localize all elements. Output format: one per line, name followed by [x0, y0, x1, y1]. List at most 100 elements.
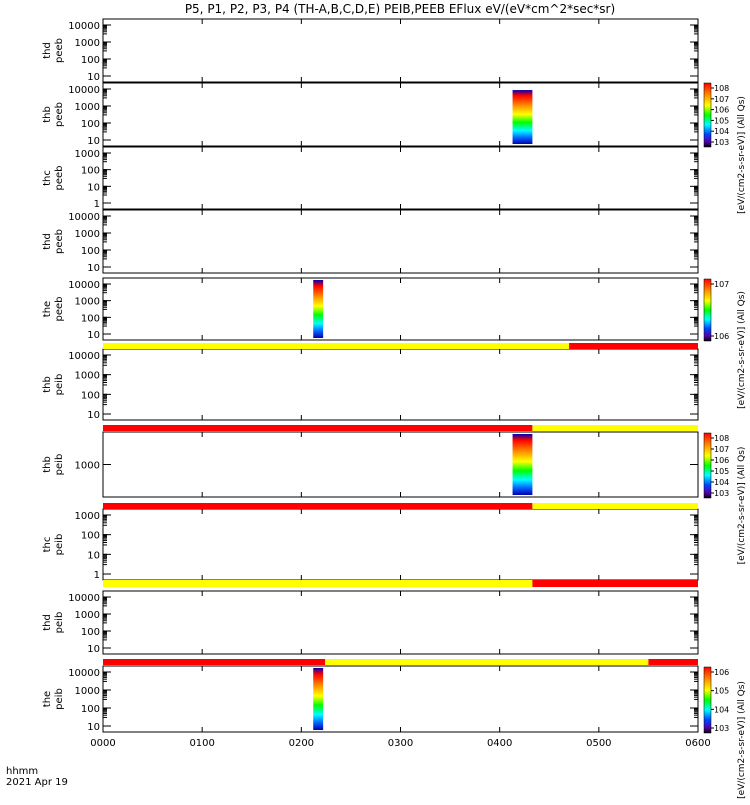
panel-6: 1000 thbpeib	[42, 431, 699, 498]
colorbar-tick-label: 107	[714, 445, 729, 454]
colorbar-tick-label: 103	[714, 489, 729, 498]
y-axis-label: thdpeeb	[42, 229, 65, 254]
y-axis-label: thdpeeb	[42, 38, 65, 63]
y-tick-label: 1000	[75, 102, 100, 113]
spectrogram-block	[512, 90, 533, 144]
colorbar-tick-label: 105	[714, 116, 729, 125]
colorbar-label: [eV/(cm2-s-sr-eV)] (All Qs)	[737, 291, 747, 409]
y-tick-label: 100	[81, 704, 100, 715]
y-axis-label: thcpeib	[42, 534, 65, 556]
y-axis-label: thcpeeb	[42, 166, 65, 191]
x-tick-label: 0400	[487, 738, 512, 749]
mode-bar-segment	[532, 580, 698, 587]
y-tick-label: 1000	[75, 297, 100, 308]
panel-2: 1000 100 10 1 thcpeeb	[42, 146, 699, 210]
panel-frame	[102, 431, 699, 498]
mode-bar-segment	[648, 659, 698, 665]
mode-bar-segment	[325, 659, 649, 665]
y-tick-label: 10	[87, 410, 100, 421]
panel-frame	[102, 277, 699, 341]
y-tick-label: 10000	[68, 593, 100, 604]
y-tick-label: 10	[87, 182, 100, 193]
y-tick-label: 10	[87, 263, 100, 274]
y-tick-label: 1000	[75, 149, 100, 160]
y-tick-label: 10	[87, 330, 100, 341]
colorbar-tick-label: 107	[714, 95, 729, 104]
colorbar-tick-label: 104	[714, 127, 729, 136]
colorbar-tick-label: 103	[714, 138, 729, 147]
panel-frame	[102, 146, 699, 210]
y-tick-label: 100	[81, 55, 100, 66]
colorbar-label: [eV/(cm2-s-sr-eV)] (All Qs)	[737, 96, 747, 214]
panel-frame	[102, 508, 699, 581]
y-tick-label: 10	[87, 72, 100, 83]
x-tick-label: 0600	[685, 738, 710, 749]
colorbar-label: [eV/(cm2-s-sr-eV)] (All Qs)	[737, 681, 747, 799]
panel-8: 10000 1000 100 10 thdpeib	[42, 590, 699, 655]
spectrogram-block	[313, 668, 324, 730]
y-tick-label: 100	[81, 246, 100, 257]
y-tick-label: 10000	[68, 21, 100, 32]
panel-0: 10000 1000 100 10 thdpeeb	[42, 18, 699, 83]
y-tick-label: 100	[81, 313, 100, 324]
y-axis-label: thepeib	[42, 688, 65, 710]
y-axis-label: thbpeib	[42, 454, 65, 476]
x-tick-label: 0300	[388, 738, 413, 749]
colorbar-tick-label: 107	[714, 280, 729, 289]
panel-frame	[102, 209, 699, 274]
y-axis-label: thbpeeb	[42, 102, 65, 127]
panel-3: 10000 1000 100 10 thdpeeb	[42, 209, 699, 274]
y-tick-label: 10000	[68, 85, 100, 96]
mode-bar-segment	[532, 503, 698, 509]
colorbar-tick-label: 106	[714, 668, 729, 677]
colorbar-0	[703, 82, 712, 148]
panel-5: 10000 1000 100 10 thbpeib	[42, 348, 699, 421]
panel-frame	[102, 348, 699, 421]
spectrogram-block	[512, 434, 533, 495]
colorbar-3	[703, 666, 712, 734]
mode-bar-segment	[103, 659, 326, 665]
spectrogram-block	[313, 280, 324, 338]
y-tick-label: 1000	[75, 38, 100, 49]
y-tick-label: 100	[81, 627, 100, 638]
y-tick-label: 1000	[75, 610, 100, 621]
panel-frame	[102, 665, 699, 733]
mode-bar-segment	[103, 503, 533, 509]
panel-9: 10000 1000 100 10 thepeib	[42, 665, 699, 733]
colorbar-tick-label: 105	[714, 687, 729, 696]
panel-1: 10000 1000 100 10 thbpeeb	[42, 82, 699, 147]
x-axis-label: hhmm	[6, 766, 38, 777]
x-tick-label: 0000	[90, 738, 115, 749]
date-label: 2021 Apr 19	[6, 777, 68, 788]
colorbar-tick-label: 105	[714, 467, 729, 476]
y-tick-label: 10000	[68, 280, 100, 291]
y-tick-label: 1	[94, 570, 100, 581]
panel-4: 10000 1000 100 10 thepeeb	[42, 277, 699, 341]
y-tick-label: 100	[81, 390, 100, 401]
y-tick-label: 10000	[68, 668, 100, 679]
y-tick-label: 10	[87, 644, 100, 655]
y-axis-label: thbpeib	[42, 374, 65, 396]
y-tick-label: 1000	[75, 686, 100, 697]
y-tick-label: 100	[81, 166, 100, 177]
x-tick-label: 0500	[586, 738, 611, 749]
y-tick-label: 100	[81, 531, 100, 542]
y-tick-label: 10000	[68, 351, 100, 362]
colorbar-1	[703, 278, 712, 342]
y-tick-label: 100	[81, 119, 100, 130]
panel-frame	[102, 82, 699, 147]
mode-bar-segment	[103, 343, 570, 349]
y-tick-label: 10	[87, 722, 100, 733]
y-tick-label: 1000	[75, 511, 100, 522]
colorbar-tick-label: 103	[714, 724, 729, 733]
mode-bar-segment	[532, 425, 698, 431]
colorbar-2	[703, 432, 712, 499]
x-tick-label: 0200	[289, 738, 314, 749]
colorbar-tick-label: 104	[714, 478, 729, 487]
colorbar-tick-label: 106	[714, 456, 729, 465]
y-axis-label: thepeeb	[42, 297, 65, 322]
y-tick-label: 10	[87, 136, 100, 147]
panel-frame	[102, 18, 699, 83]
chart-title: P5, P1, P2, P3, P4 (TH-A,B,C,D,E) PEIB,P…	[185, 2, 615, 16]
